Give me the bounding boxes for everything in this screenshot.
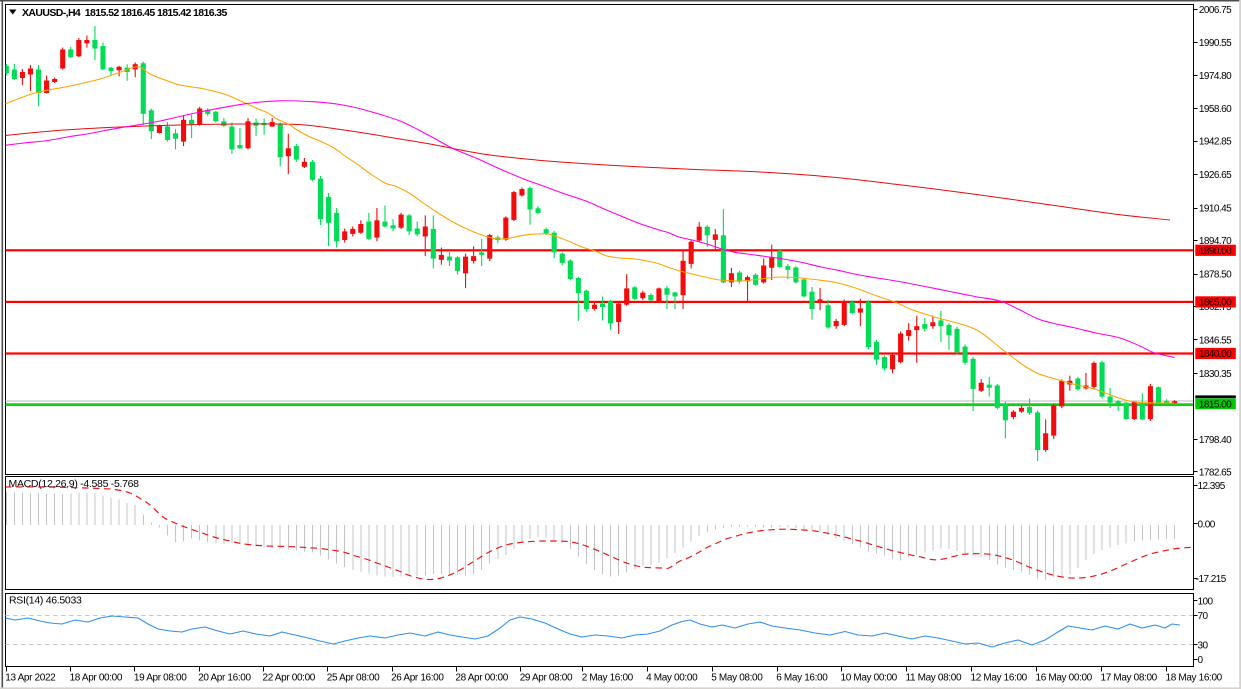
svg-text:26 Apr 16:00: 26 Apr 16:00	[391, 672, 444, 683]
svg-text:100: 100	[1198, 596, 1214, 607]
svg-text:1942.85: 1942.85	[1199, 137, 1232, 148]
svg-text:1830.35: 1830.35	[1199, 369, 1232, 380]
svg-text:1990.55: 1990.55	[1199, 38, 1232, 49]
svg-text:25 Apr 08:00: 25 Apr 08:00	[327, 672, 380, 683]
svg-text:18 Apr 00:00: 18 Apr 00:00	[70, 672, 123, 683]
svg-text:28 Apr 00:00: 28 Apr 00:00	[455, 672, 508, 683]
svg-text:1926.65: 1926.65	[1199, 170, 1232, 181]
svg-text:1815.00: 1815.00	[1199, 399, 1232, 410]
svg-text:1878.50: 1878.50	[1199, 270, 1232, 281]
svg-text:0.00: 0.00	[1198, 519, 1216, 530]
svg-text:2 May 16:00: 2 May 16:00	[582, 672, 634, 683]
svg-text:RSI(14) 46.5033: RSI(14) 46.5033	[9, 595, 82, 607]
svg-text:18 May 16:00: 18 May 16:00	[1166, 672, 1223, 683]
svg-text:20 Apr 16:00: 20 Apr 16:00	[198, 672, 251, 683]
svg-text:29 Apr 08:00: 29 Apr 08:00	[520, 672, 573, 683]
svg-text:70: 70	[1198, 611, 1209, 622]
svg-text:-17.215: -17.215	[1196, 574, 1227, 585]
svg-text:1974.80: 1974.80	[1199, 71, 1232, 82]
svg-text:1798.40: 1798.40	[1199, 435, 1232, 446]
svg-text:12.395: 12.395	[1198, 481, 1226, 492]
svg-text:XAUUSD-,H4 1815.52 1816.45 18: XAUUSD-,H4 1815.52 1816.45 1815.42 1816.…	[22, 7, 228, 19]
svg-text:22 Apr 00:00: 22 Apr 00:00	[263, 672, 316, 683]
svg-text:1958.60: 1958.60	[1199, 104, 1232, 115]
svg-text:13 Apr 2022: 13 Apr 2022	[5, 672, 56, 683]
svg-text:4 May 00:00: 4 May 00:00	[646, 672, 698, 683]
svg-text:1782.65: 1782.65	[1199, 468, 1232, 479]
svg-text:1862.75: 1862.75	[1199, 302, 1232, 313]
svg-text:30: 30	[1198, 640, 1209, 651]
svg-text:1890.00: 1890.00	[1199, 246, 1232, 257]
svg-text:5 May 08:00: 5 May 08:00	[711, 672, 763, 683]
svg-text:16 May 00:00: 16 May 00:00	[1036, 672, 1093, 683]
svg-text:17 May 08:00: 17 May 08:00	[1101, 672, 1158, 683]
svg-text:6 May 16:00: 6 May 16:00	[776, 672, 828, 683]
svg-text:1894.70: 1894.70	[1199, 236, 1232, 247]
svg-text:12 May 16:00: 12 May 16:00	[971, 672, 1028, 683]
svg-text:1910.45: 1910.45	[1199, 204, 1232, 215]
svg-text:11 May 08:00: 11 May 08:00	[906, 672, 962, 683]
svg-text:1846.55: 1846.55	[1199, 336, 1232, 347]
svg-text:MACD(12,26,9) -4.585 -5.768: MACD(12,26,9) -4.585 -5.768	[9, 478, 140, 490]
svg-text:1865.00: 1865.00	[1199, 298, 1232, 309]
svg-text:19 Apr 08:00: 19 Apr 08:00	[134, 672, 187, 683]
svg-text:0: 0	[1198, 655, 1204, 666]
svg-text:10 May 00:00: 10 May 00:00	[841, 672, 898, 683]
svg-text:2006.75: 2006.75	[1199, 5, 1232, 16]
svg-text:1840.00: 1840.00	[1199, 349, 1232, 360]
